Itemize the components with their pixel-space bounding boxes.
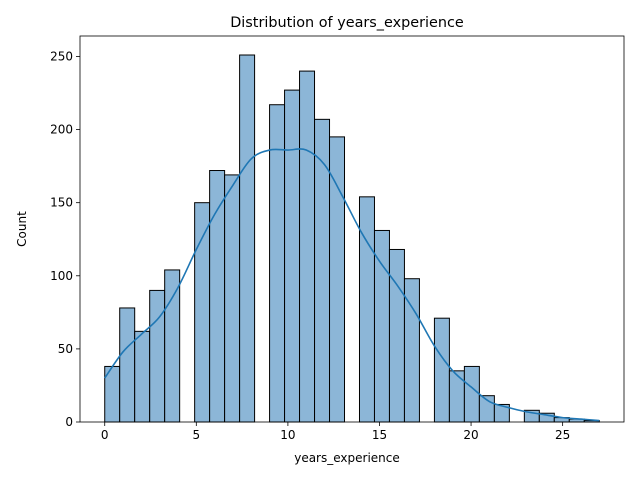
histogram-bar-20 [463, 365, 480, 423]
x-tick-label: 5 [192, 428, 200, 442]
x-tick-label: 25 [555, 428, 570, 442]
histogram-bar-10 [284, 89, 301, 423]
y-tick-label: 150 [50, 196, 73, 210]
histogram-bar-4 [164, 269, 181, 423]
kde-line [104, 148, 600, 422]
histogram-bar-3 [149, 289, 166, 423]
histogram-bar-8 [239, 54, 256, 423]
histogram-bar-2 [134, 330, 151, 423]
histogram-bar-13 [329, 136, 346, 423]
x-tick-label: 20 [463, 428, 478, 442]
histogram-bar-5 [194, 202, 211, 423]
x-tick-label: 15 [372, 428, 387, 442]
y-tick-label: 50 [58, 342, 73, 356]
bars-group [104, 54, 600, 423]
x-tick-label: 10 [280, 428, 295, 442]
histogram-bar-1 [119, 307, 136, 423]
histogram-bar-14 [358, 196, 375, 423]
histogram-bar-9 [269, 104, 286, 423]
histogram-bar-7 [224, 174, 241, 423]
y-tick-label: 200 [50, 123, 73, 137]
y-axis-label: Count [15, 211, 29, 247]
histogram-bar-12 [314, 118, 331, 423]
histogram-bar-11 [299, 70, 316, 423]
axes-frame [79, 35, 625, 423]
y-tick-label: 100 [50, 269, 73, 283]
histogram-bar-15 [373, 229, 390, 423]
y-tick-label: 0 [65, 415, 73, 429]
x-axis-label: years_experience [294, 451, 400, 465]
y-tick-label: 250 [50, 49, 73, 63]
histogram-bar-18 [433, 317, 450, 423]
x-axis-ticks: 0 5 10 15 20 25 [101, 422, 570, 442]
histogram-bar-19 [448, 370, 465, 423]
chart-title: Distribution of years_experience [230, 15, 464, 31]
plot-frame [79, 35, 625, 423]
x-tick-label: 0 [101, 428, 109, 442]
histogram-bar-16 [388, 248, 405, 423]
histogram-bar-6 [209, 170, 226, 423]
y-axis-ticks: 0 50 100 150 200 250 [50, 49, 80, 429]
